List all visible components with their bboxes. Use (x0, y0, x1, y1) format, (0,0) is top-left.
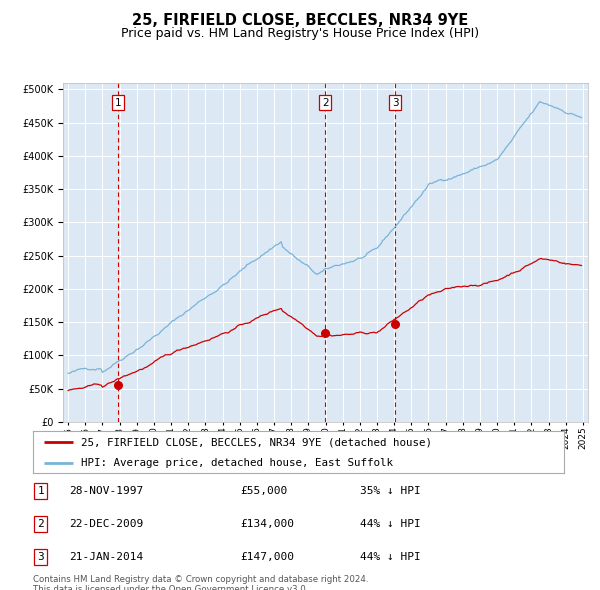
Text: Contains HM Land Registry data © Crown copyright and database right 2024.
This d: Contains HM Land Registry data © Crown c… (33, 575, 368, 590)
Text: 25, FIRFIELD CLOSE, BECCLES, NR34 9YE (detached house): 25, FIRFIELD CLOSE, BECCLES, NR34 9YE (d… (81, 437, 432, 447)
Text: 2: 2 (37, 519, 44, 529)
Text: 1: 1 (37, 486, 44, 496)
Text: £134,000: £134,000 (240, 519, 294, 529)
Text: 44% ↓ HPI: 44% ↓ HPI (360, 552, 421, 562)
Text: 21-JAN-2014: 21-JAN-2014 (69, 552, 143, 562)
Text: 44% ↓ HPI: 44% ↓ HPI (360, 519, 421, 529)
Text: 25, FIRFIELD CLOSE, BECCLES, NR34 9YE: 25, FIRFIELD CLOSE, BECCLES, NR34 9YE (132, 13, 468, 28)
Text: £55,000: £55,000 (240, 486, 287, 496)
Text: £147,000: £147,000 (240, 552, 294, 562)
Text: 28-NOV-1997: 28-NOV-1997 (69, 486, 143, 496)
Text: 22-DEC-2009: 22-DEC-2009 (69, 519, 143, 529)
Text: HPI: Average price, detached house, East Suffolk: HPI: Average price, detached house, East… (81, 458, 393, 468)
Text: 35% ↓ HPI: 35% ↓ HPI (360, 486, 421, 496)
Text: 3: 3 (37, 552, 44, 562)
Text: Price paid vs. HM Land Registry's House Price Index (HPI): Price paid vs. HM Land Registry's House … (121, 27, 479, 40)
Text: 1: 1 (115, 97, 122, 107)
Text: 2: 2 (322, 97, 328, 107)
Text: 3: 3 (392, 97, 398, 107)
